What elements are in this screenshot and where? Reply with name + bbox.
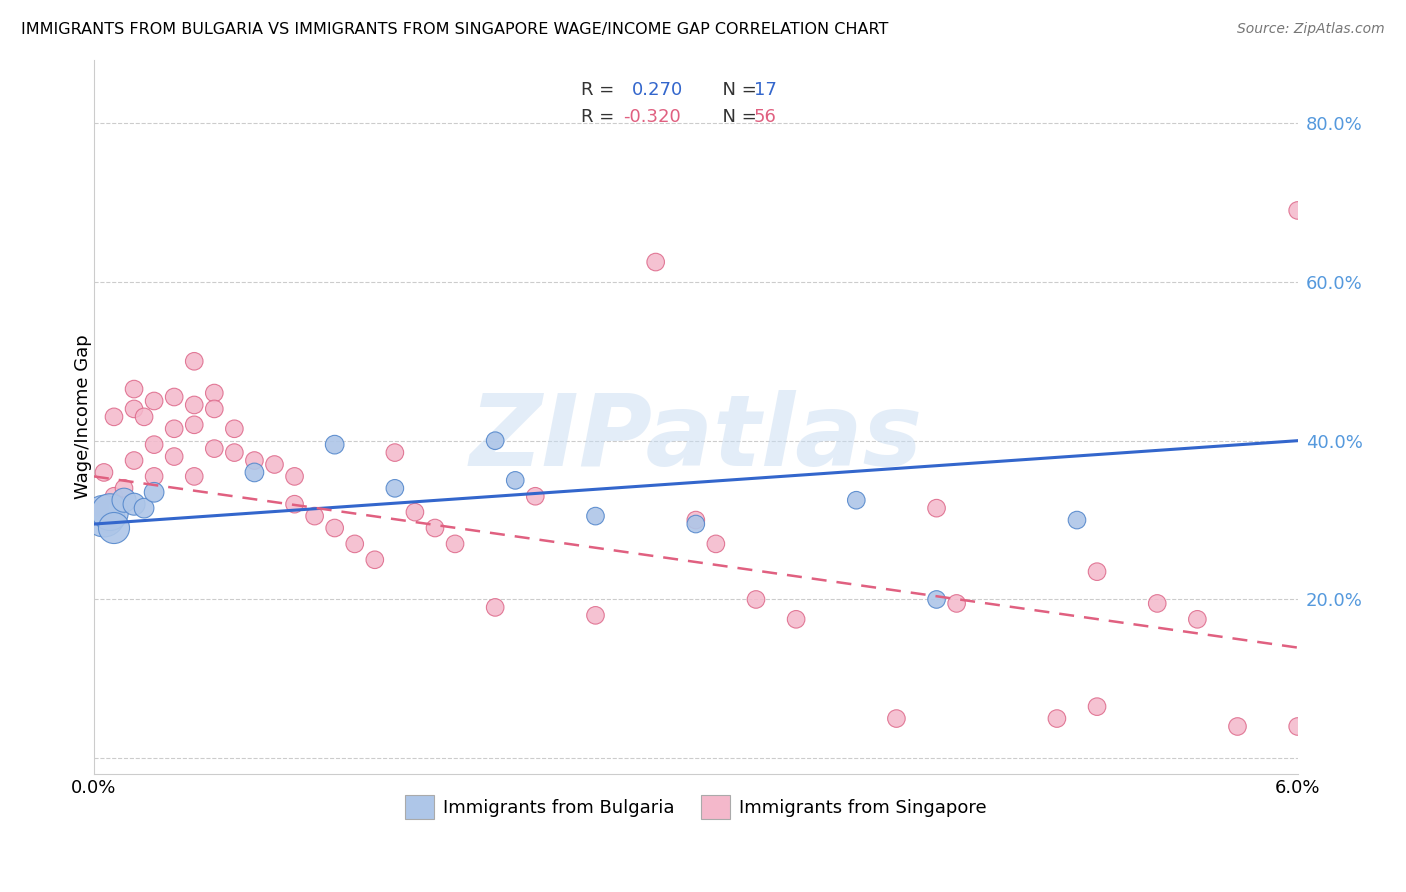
Point xyxy=(384,481,406,495)
Text: -0.320: -0.320 xyxy=(624,108,682,126)
Text: IMMIGRANTS FROM BULGARIA VS IMMIGRANTS FROM SINGAPORE WAGE/INCOME GAP CORRELATIO: IMMIGRANTS FROM BULGARIA VS IMMIGRANTS F… xyxy=(21,22,889,37)
Point xyxy=(945,596,967,610)
Point xyxy=(143,394,166,409)
Point xyxy=(644,255,666,269)
Point xyxy=(745,592,768,607)
Point xyxy=(93,466,115,480)
Text: R =: R = xyxy=(582,80,626,99)
Point xyxy=(785,612,807,626)
Point xyxy=(224,445,246,459)
Text: 17: 17 xyxy=(754,80,776,99)
Point xyxy=(1046,712,1069,726)
Point xyxy=(163,390,186,404)
Point xyxy=(704,537,727,551)
Point xyxy=(122,401,145,416)
Point xyxy=(925,501,948,516)
Point xyxy=(845,493,868,508)
Text: ZIPatlas: ZIPatlas xyxy=(470,390,922,487)
Point xyxy=(1085,565,1108,579)
Point xyxy=(122,382,145,396)
Text: Source: ZipAtlas.com: Source: ZipAtlas.com xyxy=(1237,22,1385,37)
Point xyxy=(243,466,266,480)
Point xyxy=(323,521,346,535)
Legend: Immigrants from Bulgaria, Immigrants from Singapore: Immigrants from Bulgaria, Immigrants fro… xyxy=(398,789,994,826)
Point xyxy=(103,489,125,503)
Point xyxy=(143,437,166,451)
Point xyxy=(484,434,506,448)
Point xyxy=(163,422,186,436)
Point xyxy=(112,493,135,508)
Point xyxy=(886,712,908,726)
Point xyxy=(89,501,111,516)
Point xyxy=(183,398,205,412)
Point xyxy=(93,509,115,524)
Point xyxy=(224,422,246,436)
Point xyxy=(103,521,125,535)
Point xyxy=(364,553,387,567)
Text: 0.270: 0.270 xyxy=(633,80,683,99)
Point xyxy=(97,516,120,531)
Point xyxy=(304,509,326,524)
Text: R =: R = xyxy=(582,108,620,126)
Point xyxy=(103,409,125,424)
Point xyxy=(202,401,225,416)
Point xyxy=(423,521,446,535)
Text: 56: 56 xyxy=(754,108,776,126)
Point xyxy=(384,445,406,459)
Point xyxy=(444,537,467,551)
Point xyxy=(685,516,707,531)
Point xyxy=(263,458,285,472)
Point xyxy=(122,497,145,511)
Point xyxy=(183,469,205,483)
Point xyxy=(1226,719,1249,733)
Point xyxy=(283,497,305,511)
Text: N =: N = xyxy=(711,108,763,126)
Point xyxy=(524,489,547,503)
Point xyxy=(98,505,121,519)
Point xyxy=(132,409,155,424)
Point xyxy=(1085,699,1108,714)
Point xyxy=(404,505,426,519)
Point xyxy=(685,513,707,527)
Point xyxy=(1286,203,1309,218)
Point xyxy=(343,537,366,551)
Text: N =: N = xyxy=(711,80,763,99)
Point xyxy=(202,386,225,401)
Point xyxy=(122,453,145,467)
Point xyxy=(183,417,205,432)
Y-axis label: Wage/Income Gap: Wage/Income Gap xyxy=(75,334,91,500)
Point xyxy=(143,469,166,483)
Point xyxy=(1286,719,1309,733)
Point xyxy=(183,354,205,368)
Point xyxy=(585,608,607,623)
Point xyxy=(112,481,135,495)
Point xyxy=(1066,513,1088,527)
Point xyxy=(1187,612,1209,626)
Point xyxy=(132,501,155,516)
Point xyxy=(283,469,305,483)
Point xyxy=(202,442,225,456)
Point xyxy=(323,437,346,451)
Point xyxy=(503,474,526,488)
Point xyxy=(163,450,186,464)
Point xyxy=(484,600,506,615)
Point xyxy=(243,453,266,467)
Point xyxy=(925,592,948,607)
Point xyxy=(143,485,166,500)
Point xyxy=(1146,596,1168,610)
Point xyxy=(585,509,607,524)
